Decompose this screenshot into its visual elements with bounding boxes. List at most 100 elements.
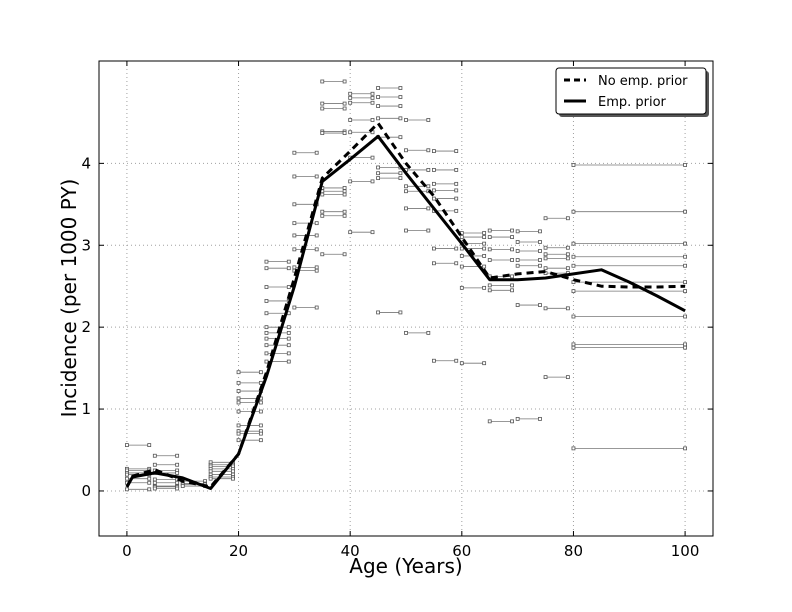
- observation-end-marker: [683, 342, 687, 347]
- observation-end-marker: [454, 168, 459, 172]
- observation-start-marker: [432, 149, 436, 153]
- observation-end-marker: [482, 361, 487, 366]
- observation-end-marker: [683, 241, 687, 246]
- observation-end-marker: [454, 246, 459, 251]
- legend: No emp. prior Emp. prior: [555, 67, 709, 117]
- observation-start-marker: [264, 325, 269, 330]
- x-axis-label: Age (Years): [349, 554, 462, 578]
- observation-end-marker: [565, 252, 570, 257]
- observation-end-marker: [231, 469, 235, 474]
- observation-start-marker: [543, 245, 548, 250]
- observation-start-marker: [404, 184, 408, 189]
- observation-end-marker: [510, 235, 514, 239]
- observation-end-marker: [538, 416, 542, 421]
- y-tick-label: 2: [81, 318, 91, 336]
- observation-end-marker: [286, 343, 291, 348]
- observation-end-marker: [286, 336, 291, 341]
- observation-end-marker: [398, 176, 403, 181]
- observation-start-marker: [236, 389, 241, 393]
- observation-start-marker: [348, 118, 353, 122]
- series-line-no-emp-prior: [125, 121, 686, 489]
- observation-start-marker: [432, 181, 436, 186]
- observation-end-marker: [398, 116, 403, 121]
- observation-end-marker: [258, 431, 263, 436]
- observation-start-marker: [320, 209, 325, 214]
- observation-start-marker: [264, 285, 269, 289]
- y-tick-label: 1: [81, 400, 91, 418]
- observation-end-marker: [565, 266, 570, 271]
- observation-start-marker: [348, 95, 353, 100]
- observation-start-marker: [571, 314, 576, 319]
- observation-start-marker: [459, 285, 464, 290]
- observation-end-marker: [683, 263, 687, 268]
- observation-end-marker: [683, 289, 687, 294]
- observation-start-marker: [543, 256, 548, 261]
- observation-end-marker: [454, 261, 459, 266]
- observation-end-marker: [286, 330, 291, 335]
- observation-start-marker: [571, 163, 576, 167]
- observation-start-marker: [152, 477, 157, 482]
- observation-end-marker: [398, 135, 403, 140]
- observation-start-marker: [348, 100, 353, 105]
- observation-end-marker: [370, 100, 375, 105]
- observation-start-marker: [264, 299, 269, 303]
- observation-start-marker: [432, 168, 436, 172]
- observation-end-marker: [426, 206, 431, 211]
- legend-box: [555, 67, 707, 115]
- observation-start-marker: [487, 228, 492, 233]
- observation-start-marker: [264, 259, 269, 264]
- observation-end-marker: [482, 254, 487, 258]
- observation-end-marker: [454, 181, 459, 186]
- legend-label-emp-prior: Emp. prior: [598, 95, 667, 110]
- observation-start-marker: [376, 165, 380, 170]
- observation-end-marker: [538, 263, 542, 268]
- observation-end-marker: [565, 245, 570, 250]
- observation-end-marker: [482, 235, 487, 239]
- plot-frame: [98, 60, 714, 537]
- observation-start-marker: [571, 254, 576, 259]
- observation-start-marker: [376, 116, 380, 121]
- observation-start-marker: [515, 263, 520, 268]
- observation-end-marker: [286, 285, 291, 289]
- observation-start-marker: [348, 230, 353, 235]
- observation-end-marker: [175, 480, 180, 485]
- observation-start-marker: [292, 221, 297, 226]
- observation-start-marker: [125, 472, 129, 477]
- observation-start-marker: [543, 216, 548, 221]
- observation-start-marker: [125, 443, 129, 447]
- observation-end-marker: [398, 86, 403, 90]
- observation-start-marker: [515, 258, 520, 262]
- observation-end-marker: [510, 258, 514, 262]
- observation-end-marker: [342, 189, 347, 194]
- observation-start-marker: [487, 235, 492, 239]
- observation-start-marker: [376, 86, 380, 90]
- observation-start-marker: [236, 409, 241, 414]
- y-axis-label: Incidence (per 1000 PY): [57, 179, 81, 418]
- observation-start-marker: [571, 342, 576, 347]
- observation-start-marker: [292, 202, 297, 207]
- observation-end-marker: [370, 179, 375, 184]
- observation-start-marker: [404, 228, 408, 233]
- observation-start-marker: [320, 131, 325, 135]
- observation-end-marker: [510, 274, 514, 279]
- observation-end-marker: [175, 486, 180, 491]
- observation-start-marker: [571, 289, 576, 294]
- observation-end-marker: [342, 192, 347, 197]
- observation-end-marker: [342, 106, 347, 111]
- observation-start-marker: [543, 252, 548, 257]
- observation-start-marker: [376, 176, 380, 181]
- observation-start-marker: [376, 104, 380, 108]
- observation-start-marker: [320, 101, 325, 106]
- observation-start-marker: [348, 91, 353, 96]
- x-tick-label: 20: [229, 542, 248, 560]
- observation-end-marker: [314, 247, 319, 252]
- observation-start-marker: [236, 400, 241, 405]
- observation-start-marker: [432, 261, 436, 266]
- observation-end-marker: [683, 314, 687, 319]
- observation-start-marker: [487, 247, 492, 252]
- observation-start-marker: [152, 453, 157, 458]
- observation-end-marker: [314, 174, 319, 179]
- observation-start-marker: [236, 423, 241, 428]
- x-tick-label: 40: [341, 542, 360, 560]
